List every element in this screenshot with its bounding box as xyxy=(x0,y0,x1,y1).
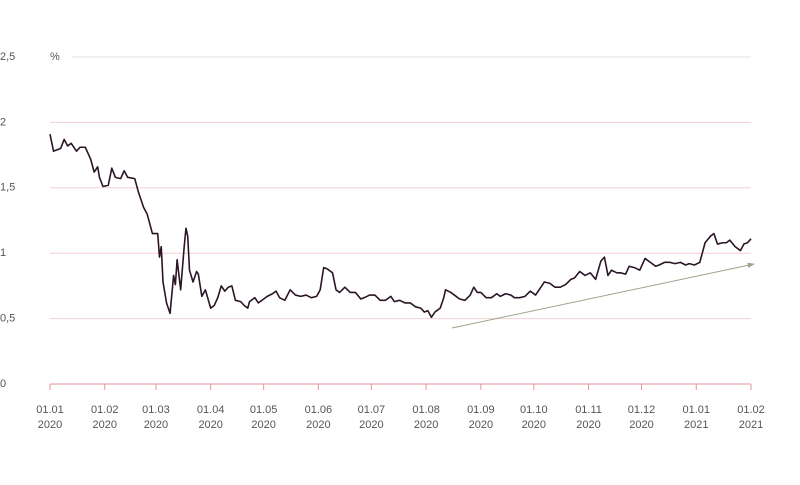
x-tick-label: 01.11 xyxy=(575,404,602,416)
x-tick-label: 2020 xyxy=(359,419,383,431)
x-tick-label: 2020 xyxy=(414,419,438,431)
x-tick-label: 2020 xyxy=(92,419,116,431)
x-tick-label: 2020 xyxy=(629,419,653,431)
x-tick-label: 01.07 xyxy=(358,404,386,416)
x-tick-label: 2021 xyxy=(684,419,708,431)
x-tick-label: 01.02 xyxy=(91,404,119,416)
x-tick-label: 2020 xyxy=(522,419,546,431)
x-tick-label: 01.09 xyxy=(467,404,495,416)
y-tick-label: 1 xyxy=(0,247,6,259)
line-series xyxy=(49,134,752,319)
x-tick-label: 01.01 xyxy=(682,404,710,416)
x-tick-label: 01.05 xyxy=(250,404,278,416)
x-tick-label: 2020 xyxy=(576,419,600,431)
x-tick-label: 2020 xyxy=(38,419,62,431)
x-tick-label: 2021 xyxy=(739,419,763,431)
x-tick-label: 2020 xyxy=(144,419,168,431)
x-tick-label: 2020 xyxy=(251,419,275,431)
x-tick-label: 01.03 xyxy=(142,404,170,416)
plot xyxy=(49,134,752,319)
trend-arrow xyxy=(451,262,755,329)
x-tick-label: 01.04 xyxy=(197,404,225,416)
y-tick-label: 2 xyxy=(0,116,6,128)
x-tick-label: 01.06 xyxy=(305,404,333,416)
x-tick-label: 01.08 xyxy=(412,404,440,416)
x-tick-label: 01.12 xyxy=(628,404,656,416)
x-tick-label: 01.01 xyxy=(36,404,64,416)
y-tick-label: 0 xyxy=(0,378,6,390)
x-tick-label: 2020 xyxy=(198,419,222,431)
x-tick-label: 01.10 xyxy=(520,404,548,416)
y-tick-label: 2,5 xyxy=(0,51,15,63)
x-tick-label: 01.02 xyxy=(737,404,765,416)
x-tick-label: 2020 xyxy=(469,419,493,431)
x-tick-label: 2020 xyxy=(306,419,330,431)
y-axis-unit: % xyxy=(50,51,60,63)
y-tick-label: 1,5 xyxy=(0,182,15,194)
grid: 0 0,5 1 1,5 2 2,5 01.01 2020 01.02 2020 01.03 2020 0… xyxy=(0,51,765,431)
y-tick-label: 0,5 xyxy=(0,313,15,325)
